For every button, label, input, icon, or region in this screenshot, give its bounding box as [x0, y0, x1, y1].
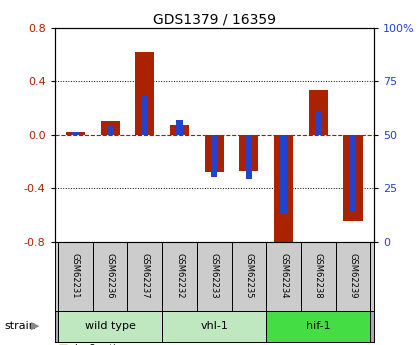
Text: GSM62238: GSM62238 — [314, 253, 323, 299]
Bar — [239, 135, 258, 171]
Bar — [135, 52, 155, 135]
Text: GSM62235: GSM62235 — [244, 253, 253, 299]
Text: hif-1: hif-1 — [306, 321, 331, 331]
Text: ▶: ▶ — [32, 321, 40, 331]
Text: strain: strain — [4, 321, 36, 331]
Text: GSM62239: GSM62239 — [349, 253, 357, 299]
Bar — [107, 126, 113, 135]
Text: vhl-1: vhl-1 — [200, 321, 228, 331]
Text: wild type: wild type — [85, 321, 136, 331]
Bar — [344, 135, 362, 221]
Text: GSM62236: GSM62236 — [105, 253, 115, 299]
Bar — [211, 135, 217, 177]
Title: GDS1379 / 16359: GDS1379 / 16359 — [153, 12, 276, 27]
Text: GSM62231: GSM62231 — [71, 253, 80, 299]
Bar — [309, 90, 328, 135]
Bar — [66, 132, 85, 135]
Legend: log2 ratio, percentile rank within the sample: log2 ratio, percentile rank within the s… — [60, 344, 240, 345]
Text: GSM62232: GSM62232 — [175, 253, 184, 299]
Bar — [142, 96, 148, 135]
Bar — [274, 135, 293, 248]
Bar — [72, 132, 79, 135]
Bar — [246, 135, 252, 179]
Text: GSM62233: GSM62233 — [210, 253, 219, 299]
Bar — [315, 111, 321, 135]
Bar — [350, 135, 356, 211]
Bar — [170, 125, 189, 135]
Bar — [266, 310, 370, 342]
Bar — [58, 310, 162, 342]
Bar — [281, 135, 287, 214]
Bar — [100, 121, 120, 135]
Bar — [205, 135, 224, 172]
Bar — [162, 310, 266, 342]
Text: GSM62234: GSM62234 — [279, 253, 288, 299]
Text: GSM62237: GSM62237 — [140, 253, 149, 299]
Bar — [176, 120, 183, 135]
